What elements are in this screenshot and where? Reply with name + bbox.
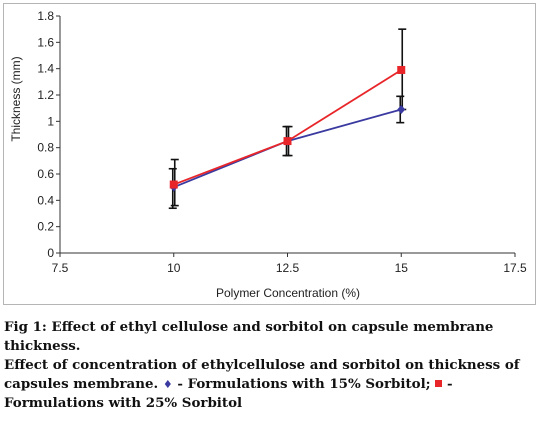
line-chart: 0 0.2 0.4 0.6 0.8 1 1.2 1.4 1.6 1.8 7.5 10 12.5 15 17.… — [9, 9, 527, 300]
series-lines — [173, 69, 402, 189]
x-axis-title: Polymer Concentration (%) — [216, 286, 360, 300]
chart-frame: 0 0.2 0.4 0.6 0.8 1 1.2 1.4 1.6 1.8 7.5 10 12.5 15 17.… — [3, 3, 536, 305]
x-tick-label: 15 — [395, 261, 409, 275]
figure-caption: Fig 1: Effect of ethyl cellulose and sor… — [4, 318, 544, 413]
square-point — [169, 180, 178, 189]
square-marker-icon — [435, 380, 443, 387]
y-tick-label: 0.6 — [37, 167, 54, 181]
y-tick-label: 0.4 — [37, 193, 54, 207]
square-point — [397, 65, 406, 74]
y-tick-label: 1 — [47, 114, 54, 128]
caption-description-text: Effect of concentration of ethylcellulos… — [4, 357, 520, 392]
tick-labels: 0 0.2 0.4 0.6 0.8 1 1.2 1.4 1.6 1.8 7.5 10 12.5 15 17.… — [37, 9, 527, 275]
y-axis-title: Thickness (mm) — [9, 56, 23, 141]
y-tick-label: 0.8 — [37, 141, 54, 155]
caption-series2-label: - Formulations with 25% Sorbitol — [4, 376, 453, 411]
y-tick-label: 0 — [47, 246, 54, 260]
square-point — [283, 137, 292, 146]
y-tick-label: 1.6 — [37, 35, 54, 49]
diamond-point — [397, 104, 406, 114]
series-line-1 — [173, 108, 402, 189]
axes — [56, 15, 516, 257]
y-tick-label: 0.2 — [37, 220, 54, 234]
data-points — [169, 65, 406, 192]
caption-title: Fig 1: Effect of ethyl cellulose and sor… — [4, 319, 494, 354]
y-tick-label: 1.8 — [37, 9, 54, 23]
y-tick-label: 1.2 — [37, 88, 54, 102]
y-tick-label: 1.4 — [37, 62, 54, 76]
x-tick-label: 12.5 — [276, 261, 300, 275]
x-tick-label: 7.5 — [52, 261, 69, 275]
caption-series1-label: - Formulations with 15% Sorbitol; — [172, 376, 431, 392]
x-tick-label: 10 — [167, 261, 181, 275]
caption-description: Effect of concentration of ethylcellulos… — [4, 356, 544, 413]
x-tick-label: 17.5 — [503, 261, 527, 275]
diamond-marker-icon: ♦ — [162, 378, 173, 391]
